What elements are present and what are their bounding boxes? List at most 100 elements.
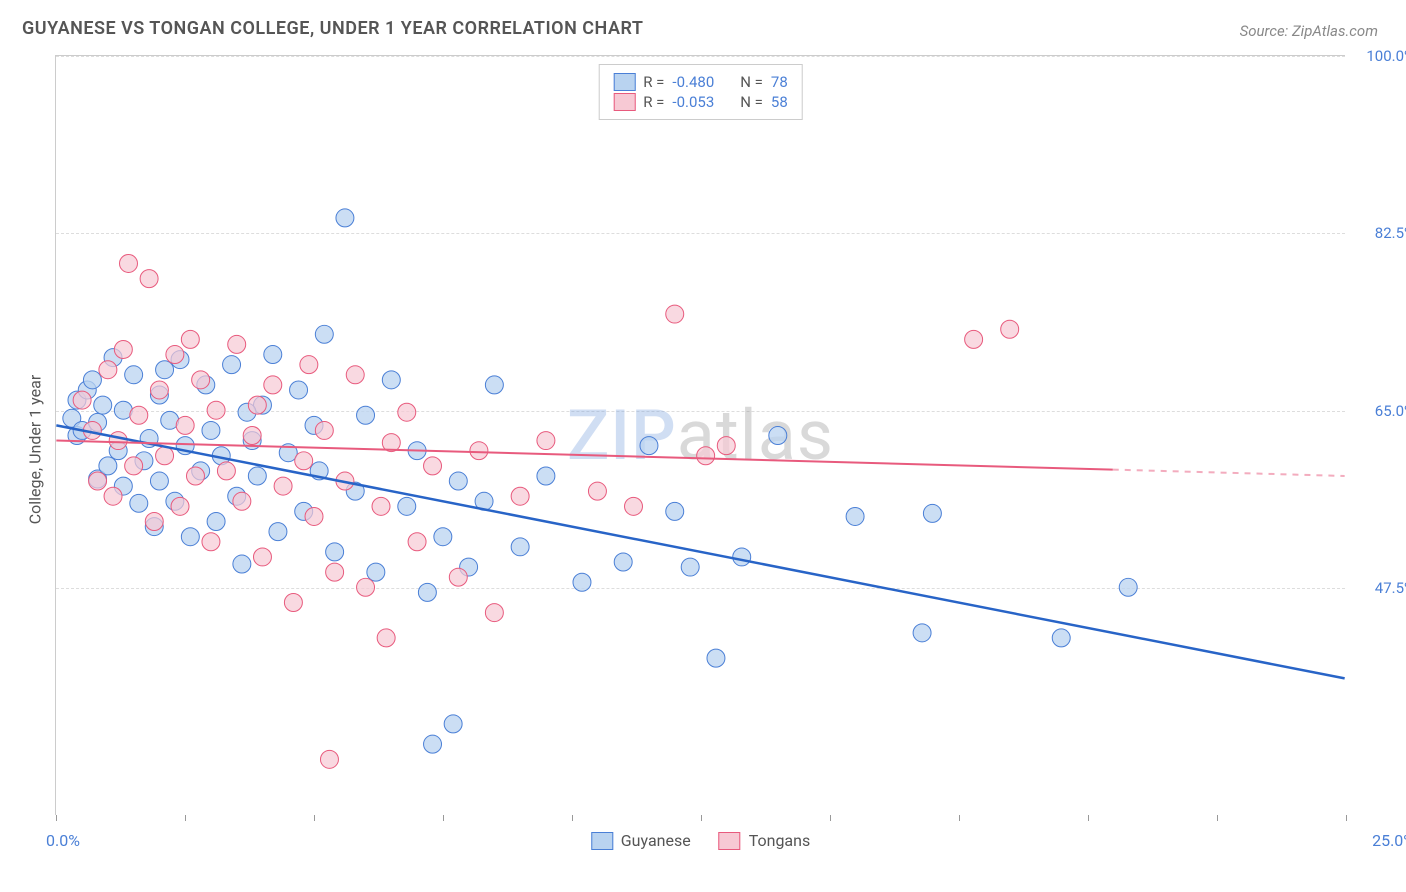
data-point — [104, 487, 122, 505]
chart-title: GUYANESE VS TONGAN COLLEGE, UNDER 1 YEAR… — [22, 18, 643, 39]
data-point — [120, 254, 138, 272]
data-point — [511, 487, 529, 505]
data-point — [326, 543, 344, 561]
data-point — [130, 494, 148, 512]
data-point — [511, 538, 529, 556]
swatch-guyanese — [613, 73, 635, 91]
data-point — [89, 472, 107, 490]
data-point — [176, 416, 194, 434]
data-point — [357, 578, 375, 596]
data-point — [470, 442, 488, 460]
x-tick — [701, 815, 702, 821]
n-label: N = — [740, 93, 763, 111]
y-tick-label: 82.5% — [1375, 224, 1406, 242]
data-point — [372, 497, 390, 515]
data-point — [315, 421, 333, 439]
data-point — [202, 421, 220, 439]
data-point — [248, 396, 266, 414]
data-point — [377, 629, 395, 647]
data-point — [140, 270, 158, 288]
data-point — [274, 477, 292, 495]
x-tick — [185, 815, 186, 821]
chart-container: GUYANESE VS TONGAN COLLEGE, UNDER 1 YEAR… — [0, 0, 1406, 892]
x-tick — [1217, 815, 1218, 821]
data-point — [223, 356, 241, 374]
r-value-guyanese: -0.480 — [672, 73, 714, 91]
n-label: N = — [740, 73, 763, 91]
data-point — [73, 391, 91, 409]
data-point — [398, 403, 416, 421]
data-point — [444, 715, 462, 733]
data-point — [202, 533, 220, 551]
data-point — [588, 482, 606, 500]
data-point — [109, 432, 127, 450]
data-point — [418, 583, 436, 601]
data-point — [640, 437, 658, 455]
legend-label-tongans: Tongans — [749, 831, 811, 850]
data-point — [424, 457, 442, 475]
data-point — [346, 366, 364, 384]
data-point — [264, 346, 282, 364]
data-point — [769, 427, 787, 445]
data-point — [434, 528, 452, 546]
data-point — [666, 502, 684, 520]
data-point — [913, 624, 931, 642]
data-point — [537, 467, 555, 485]
data-point — [166, 346, 184, 364]
data-point — [295, 452, 313, 470]
data-point — [228, 335, 246, 353]
x-tick — [572, 815, 573, 821]
data-point — [145, 513, 163, 531]
data-point — [233, 555, 251, 573]
source-attribution: Source: ZipAtlas.com — [1240, 22, 1378, 40]
scatter-plot-svg — [56, 56, 1345, 815]
data-point — [207, 401, 225, 419]
data-point — [186, 467, 204, 485]
x-tick — [1346, 815, 1347, 821]
data-point — [114, 340, 132, 358]
data-point — [94, 396, 112, 414]
data-point — [537, 432, 555, 450]
data-point — [398, 497, 416, 515]
data-point — [707, 649, 725, 667]
data-point — [264, 376, 282, 394]
data-point — [965, 330, 983, 348]
swatch-tongans — [613, 93, 635, 111]
y-tick-label: 47.5% — [1375, 579, 1406, 597]
x-tick — [830, 815, 831, 821]
y-tick-label: 100.0% — [1366, 47, 1406, 65]
data-point — [1001, 320, 1019, 338]
data-point — [83, 371, 101, 389]
x-tick — [56, 815, 57, 821]
data-point — [181, 330, 199, 348]
r-value-tongans: -0.053 — [672, 93, 714, 111]
data-point — [733, 548, 751, 566]
trend-line-extrapolated — [1113, 470, 1345, 476]
data-point — [217, 462, 235, 480]
legend-label-guyanese: Guyanese — [621, 831, 691, 850]
data-point — [125, 366, 143, 384]
plot-area: ZIPatlas R = -0.480 N = 78 R = -0.053 N … — [55, 55, 1345, 815]
data-point — [485, 604, 503, 622]
data-point — [424, 735, 442, 753]
x-axis-max-label: 25.0% — [1372, 831, 1406, 850]
data-point — [253, 548, 271, 566]
data-point — [717, 437, 735, 455]
data-point — [284, 593, 302, 611]
legend-item-guyanese: Guyanese — [591, 831, 691, 850]
x-axis-min-label: 0.0% — [46, 831, 80, 850]
r-label: R = — [643, 73, 664, 91]
data-point — [192, 371, 210, 389]
data-point — [614, 553, 632, 571]
data-point — [573, 573, 591, 591]
r-label: R = — [643, 93, 664, 111]
data-point — [320, 750, 338, 768]
data-point — [99, 457, 117, 475]
x-tick — [443, 815, 444, 821]
swatch-guyanese — [591, 832, 613, 850]
data-point — [248, 467, 266, 485]
data-point — [300, 356, 318, 374]
data-point — [1119, 578, 1137, 596]
legend-item-tongans: Tongans — [719, 831, 811, 850]
n-value-tongans: 58 — [771, 93, 788, 111]
